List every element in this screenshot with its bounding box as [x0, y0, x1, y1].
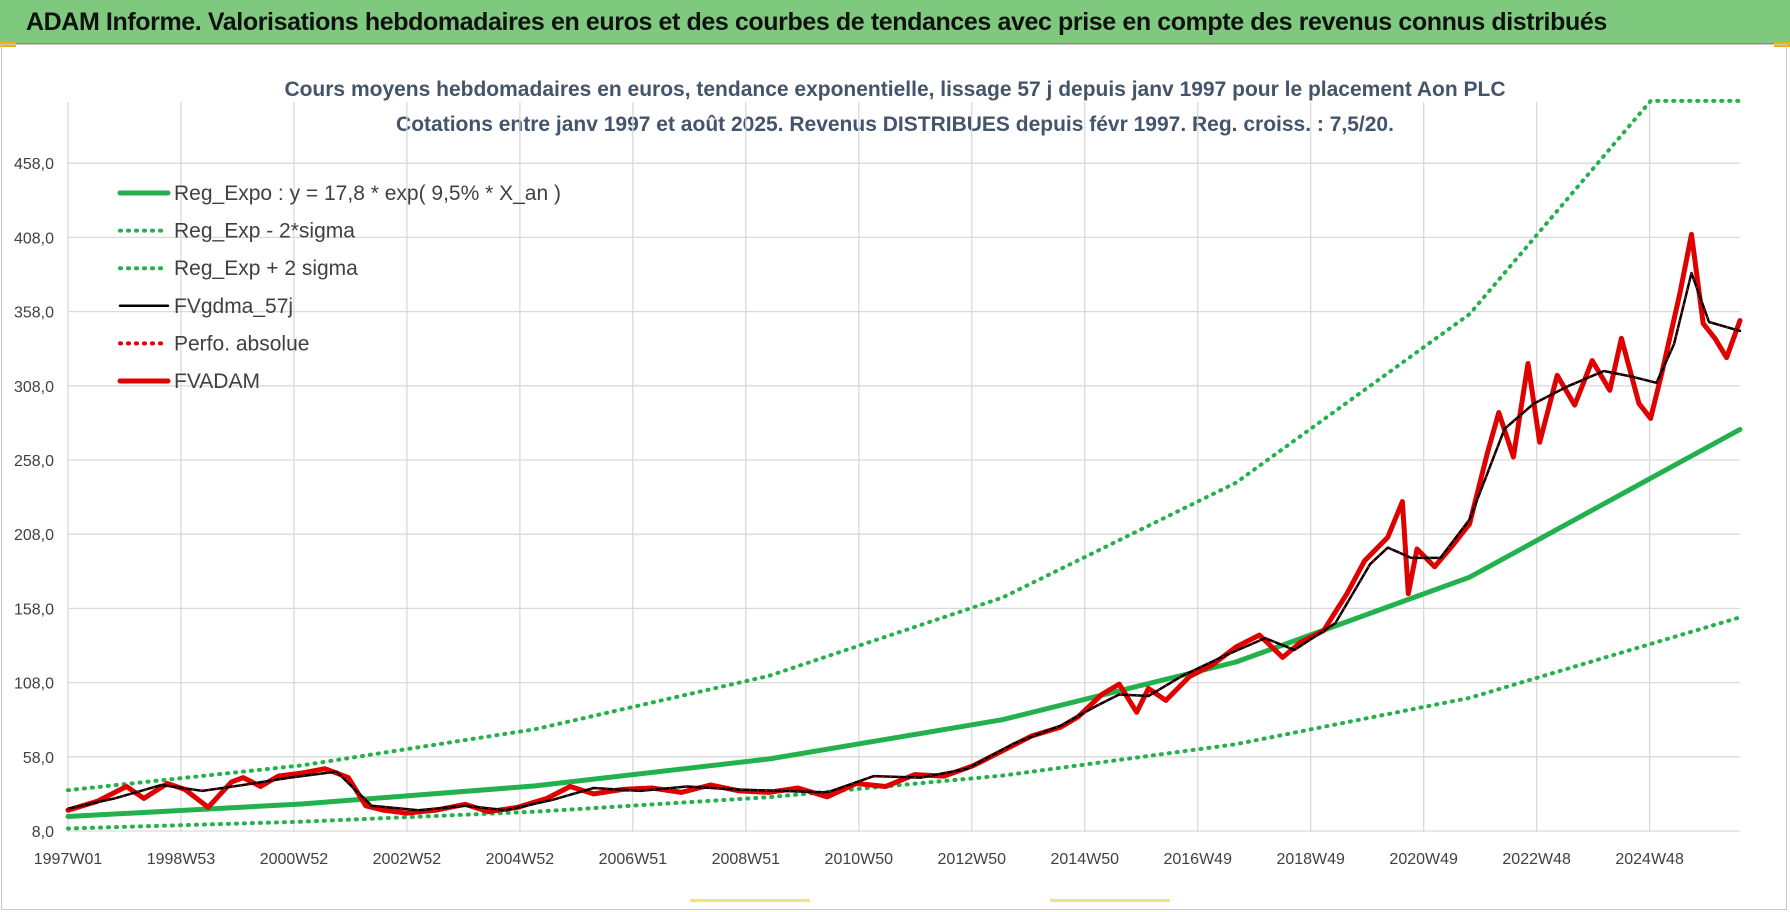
report-banner: ADAM Informe. Valorisations hebdomadaire… [0, 0, 1790, 44]
chart-title-line-1: Cours moyens hebdomadaires en euros, ten… [284, 78, 1505, 101]
x-tick-label: 2022W48 [1502, 851, 1571, 868]
x-tick-label: 2018W49 [1276, 851, 1345, 868]
y-tick-label: 208,0 [14, 527, 54, 544]
y-tick-label: 8,0 [32, 824, 54, 841]
x-tick-label: 2010W50 [825, 851, 894, 868]
bottom-accent-2 [1050, 899, 1170, 902]
legend-label: FVgdma_57j [174, 295, 293, 318]
y-tick-label: 158,0 [14, 601, 54, 618]
x-tick-label: 2004W52 [486, 851, 555, 868]
y-tick-label: 58,0 [23, 750, 54, 767]
legend-label: Reg_Exp + 2 sigma [174, 257, 358, 280]
y-tick-label: 308,0 [14, 379, 54, 396]
x-tick-label: 1997W01 [34, 851, 103, 868]
bottom-accent-1 [690, 899, 810, 902]
chart-frame [1, 44, 1787, 910]
series-line [66, 271, 1742, 812]
y-axis-ticks: 8,0 58,0 108,0 158,0 208,0 258,0 308,0 358,0 408… [14, 156, 54, 841]
chart-title-line-2: Cotations entre janv 1997 et août 2025. … [396, 113, 1394, 136]
series-line [67, 272, 1741, 811]
series-line [66, 98, 1742, 793]
chart-legend: Reg_Expo : y = 17,8 * exp( 9,5% * X_an )… [117, 182, 561, 393]
series-line [65, 426, 1743, 819]
series-line [66, 615, 1742, 831]
series-line [65, 231, 1743, 816]
y-tick-label: 258,0 [14, 453, 54, 470]
y-tick-label: 408,0 [14, 230, 54, 247]
report-title: ADAM Informe. Valorisations hebdomadaire… [26, 8, 1607, 36]
legend-label: Perfo. absolue [174, 332, 309, 355]
x-tick-label: 2000W52 [260, 851, 329, 868]
y-tick-label: 108,0 [14, 676, 54, 693]
x-tick-label: 2006W51 [599, 851, 668, 868]
y-tick-label: 358,0 [14, 305, 54, 322]
legend-label: FVADAM [174, 370, 260, 393]
x-tick-label: 2024W48 [1615, 851, 1684, 868]
x-tick-label: 2014W50 [1051, 851, 1120, 868]
x-tick-label: 2012W50 [938, 851, 1007, 868]
x-tick-label: 2008W51 [712, 851, 781, 868]
x-axis-ticks: 1997W01 1998W53 2000W52 2002W52 2004W52 2006W… [34, 851, 1684, 868]
legend-label: Reg_Exp - 2*sigma [174, 220, 355, 243]
x-tick-label: 1998W53 [147, 851, 216, 868]
y-tick-label: 458,0 [14, 156, 54, 173]
series-lines [65, 98, 1743, 831]
x-tick-label: 2016W49 [1163, 851, 1232, 868]
x-tick-label: 2020W49 [1389, 851, 1458, 868]
legend-label: Reg_Expo : y = 17,8 * exp( 9,5% * X_an ) [174, 182, 561, 205]
x-tick-label: 2002W52 [373, 851, 442, 868]
